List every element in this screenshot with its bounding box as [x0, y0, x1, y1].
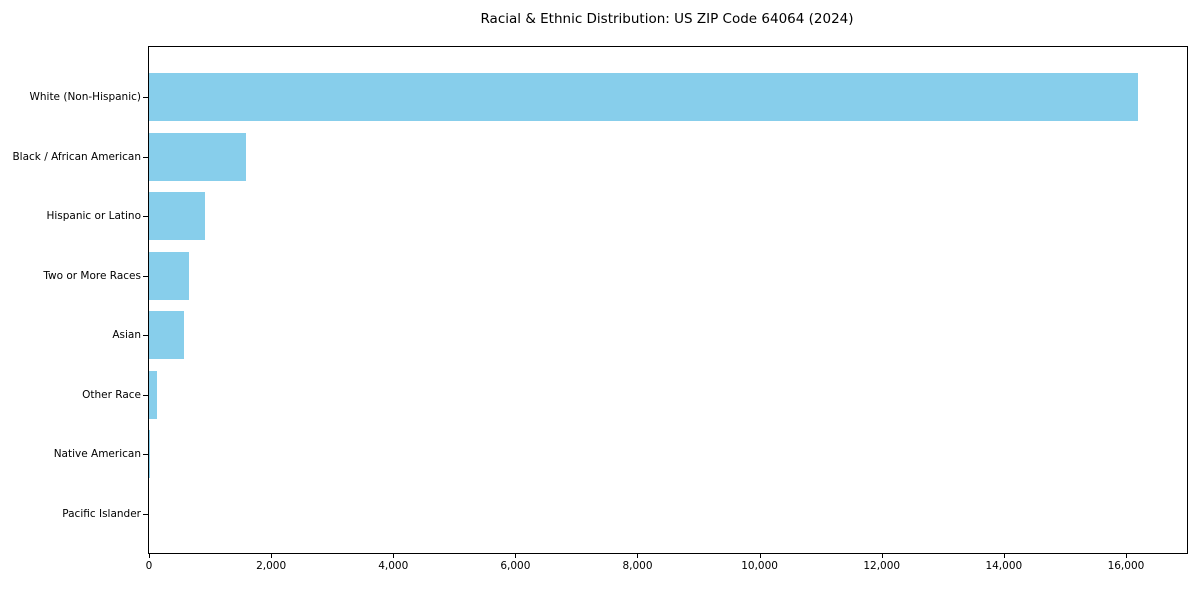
y-tick-label: Black / African American	[12, 150, 141, 163]
bar-native-american	[149, 430, 151, 478]
y-tick-label: Hispanic or Latino	[46, 210, 141, 222]
x-tick-label: 2,000	[256, 560, 287, 572]
y-tick-mark	[143, 394, 148, 396]
y-tick-label: Two or More Races	[43, 269, 141, 282]
y-tick-label: Native American	[53, 448, 141, 460]
x-tick-mark	[759, 553, 761, 558]
chart-title: Racial & Ethnic Distribution: US ZIP Cod…	[480, 11, 854, 27]
x-tick-label: 8,000	[622, 560, 653, 572]
x-tick-mark	[1125, 553, 1127, 558]
bar-other-race	[149, 370, 158, 419]
y-tick-mark	[143, 156, 148, 158]
x-tick-mark	[881, 553, 883, 558]
bar-two-or-more-races	[149, 251, 190, 300]
plot-area	[148, 46, 1188, 554]
y-tick-mark	[143, 454, 148, 455]
bar-black-african-american	[149, 132, 247, 181]
x-tick-label: 14,000	[985, 560, 1023, 572]
bar-asian	[149, 311, 185, 359]
bar-hispanic-or-latino	[149, 192, 206, 240]
x-tick-label: 4,000	[378, 560, 409, 572]
y-tick-label: Other Race	[82, 388, 141, 401]
y-tick-mark	[143, 275, 148, 277]
y-tick-mark	[143, 97, 148, 98]
x-tick-label: 10,000	[741, 560, 778, 572]
x-tick-label: 16,000	[1107, 560, 1145, 572]
x-tick-mark	[271, 553, 273, 558]
x-tick-label: 12,000	[863, 560, 901, 572]
x-tick-label: 6,000	[500, 560, 531, 572]
x-tick-mark	[637, 553, 639, 558]
x-tick-mark	[149, 553, 150, 558]
y-tick-label: White (Non-Hispanic)	[29, 91, 141, 103]
x-tick-label: 0	[145, 560, 153, 572]
x-tick-mark	[393, 553, 395, 558]
bar-white-non-hispanic	[149, 73, 1139, 121]
y-tick-mark	[143, 216, 148, 217]
y-tick-mark	[143, 513, 148, 515]
y-tick-label: Pacific Islander	[62, 507, 141, 520]
x-tick-mark	[515, 553, 517, 558]
y-tick-mark	[143, 335, 148, 336]
x-tick-mark	[1003, 553, 1005, 558]
y-tick-label: Asian	[112, 329, 141, 341]
